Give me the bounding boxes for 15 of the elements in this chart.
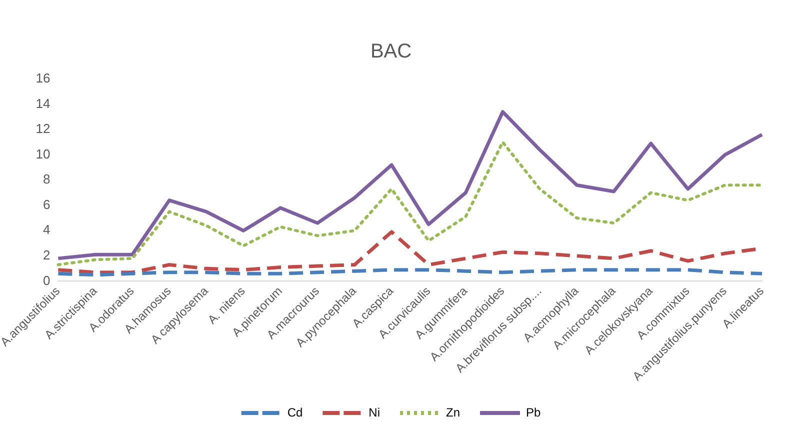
legend-label: Zn: [446, 405, 460, 420]
chart-title: BAC: [370, 40, 412, 63]
legend-label: Cd: [287, 405, 303, 420]
y-tick-label: 6: [42, 196, 50, 212]
y-tick-label: 12: [36, 121, 50, 136]
y-tick-label: 14: [36, 96, 50, 111]
y-tick-label: 10: [36, 146, 50, 162]
y-tick-label: 16: [36, 70, 50, 86]
y-tick-label: 8: [42, 172, 50, 187]
y-tick-label: 2: [42, 247, 50, 262]
legend-label: Pb: [526, 405, 542, 420]
line-series: [56, 140, 764, 266]
legend-label: Ni: [368, 405, 380, 420]
y-tick-label: 4: [42, 222, 50, 238]
y-tick-label: 0: [42, 272, 50, 288]
